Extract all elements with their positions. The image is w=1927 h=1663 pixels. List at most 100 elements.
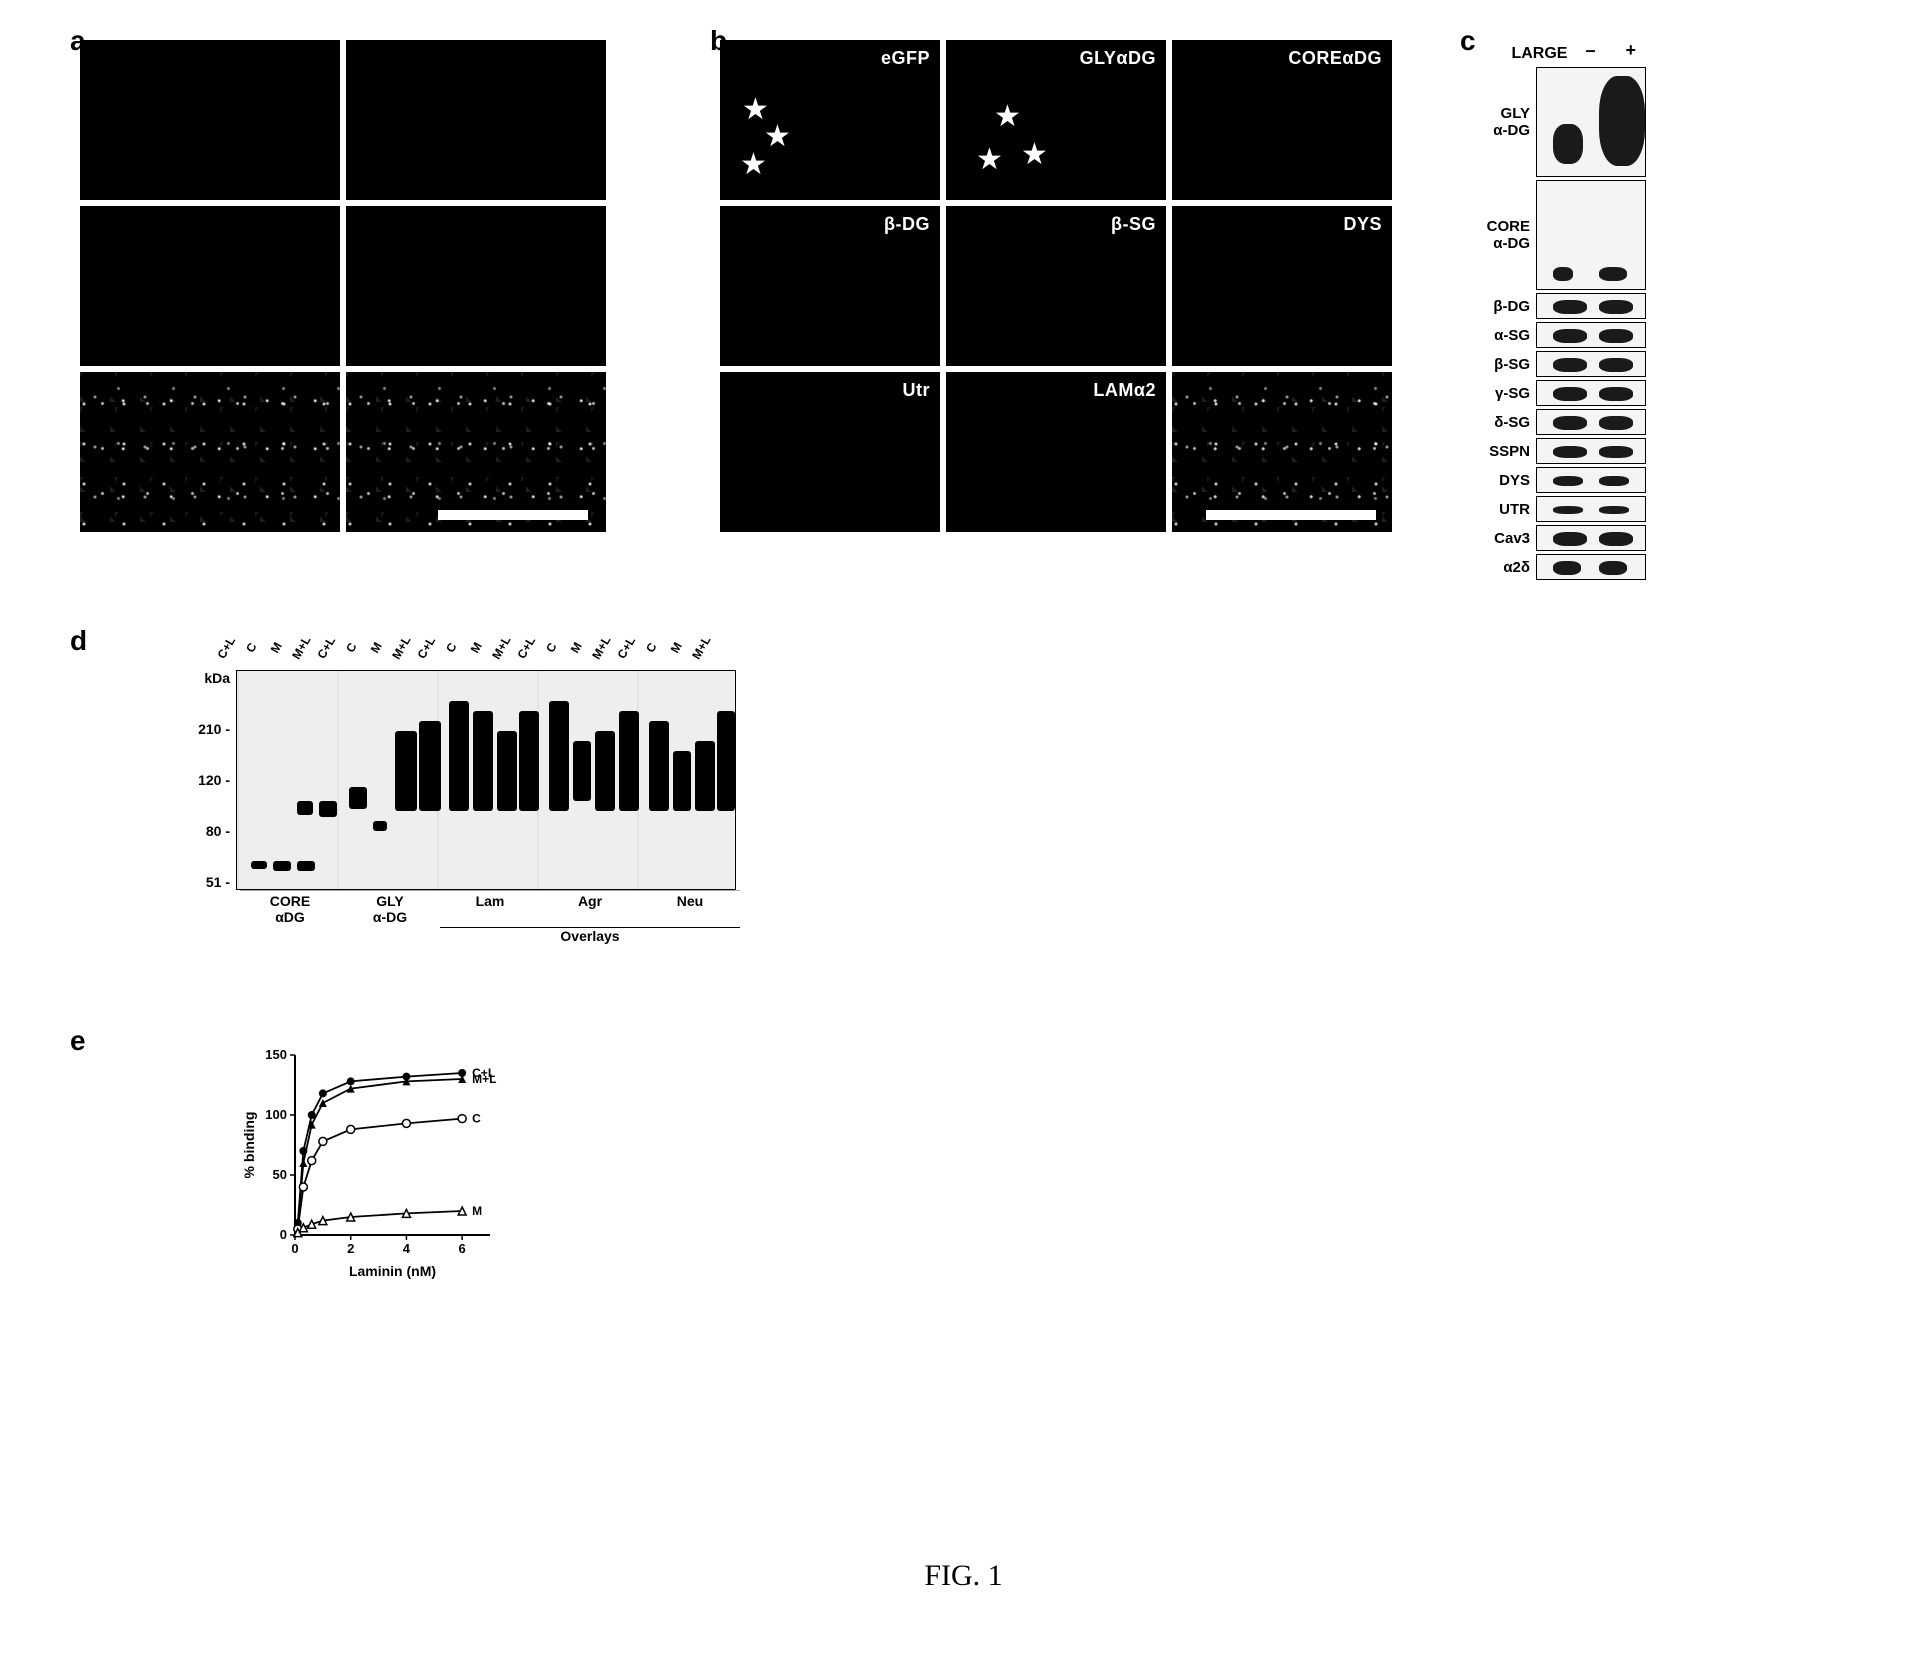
kda-tick: 210 - <box>180 721 230 737</box>
gel-group-label: GLY α-DG <box>340 890 440 927</box>
gel-band <box>251 861 267 869</box>
panel-a-cell <box>346 206 606 366</box>
panel-c: c LARGE – + GLY α-DGCORE α-DGβ-DGα-SGβ-S… <box>1470 30 1646 580</box>
blot-row: UTR <box>1470 496 1646 522</box>
gel-band <box>395 731 417 811</box>
blot-row-label: α2δ <box>1470 559 1530 576</box>
blot-row: GLY α-DG <box>1470 67 1646 177</box>
blot-box <box>1536 496 1646 522</box>
gel-band <box>273 861 291 871</box>
blot-band <box>1553 329 1587 343</box>
blot-box <box>1536 67 1646 177</box>
cell-label: LAMα2 <box>1093 380 1156 401</box>
blot-band <box>1599 532 1633 546</box>
col-minus: – <box>1585 40 1595 61</box>
panel-a-cell <box>80 372 340 532</box>
panel-b-cell: β-DG <box>720 206 940 366</box>
panel-d: d C+LCMM+LC+LCMM+LC+LCMM+LC+LCMM+LC+LCMM… <box>80 630 740 944</box>
kda-tick: 80 - <box>180 823 230 839</box>
panel-b-cell: eGFP★★★ <box>720 40 940 200</box>
blot-box <box>1536 467 1646 493</box>
gel-band <box>573 741 591 801</box>
panel-b-cell <box>1172 372 1392 532</box>
blot-row: δ-SG <box>1470 409 1646 435</box>
blot-band <box>1553 267 1573 281</box>
blot-band <box>1553 416 1587 430</box>
panel-b-cell: COREαDG <box>1172 40 1392 200</box>
panel-b: b eGFP★★★GLYαDG★★★COREαDGβ-DGβ-SGDYSUtrL… <box>720 30 1392 532</box>
blot-band <box>1553 506 1583 514</box>
svg-text:6: 6 <box>459 1241 466 1256</box>
blot-row: α2δ <box>1470 554 1646 580</box>
blot-band <box>1553 300 1587 314</box>
svg-text:M: M <box>472 1204 482 1218</box>
gel-group-label: Agr <box>540 890 640 927</box>
star-icon: ★ <box>976 145 1003 175</box>
cell-label: DYS <box>1343 214 1382 235</box>
kda-label: kDa <box>180 670 230 686</box>
blot-row: γ-SG <box>1470 380 1646 406</box>
star-icon: ★ <box>764 122 791 152</box>
cell-label: COREαDG <box>1288 48 1382 69</box>
scale-bar <box>438 510 588 520</box>
overlays-label: Overlays <box>440 927 740 944</box>
panel-c-body: LARGE – + GLY α-DGCORE α-DGβ-DGα-SGβ-SGγ… <box>1470 40 1646 580</box>
panel-a-cell <box>346 40 606 200</box>
blot-box <box>1536 351 1646 377</box>
gel-group-label: Neu <box>640 890 740 927</box>
gel-band <box>297 861 315 871</box>
kda-tick: 51 - <box>180 874 230 890</box>
blot-row: β-SG <box>1470 351 1646 377</box>
blot-row-label: SSPN <box>1470 443 1530 460</box>
blot-band <box>1553 387 1587 401</box>
blot-band <box>1553 124 1583 164</box>
blot-band <box>1599 561 1627 575</box>
panel-c-header-cols: – + <box>1575 40 1646 63</box>
panel-b-cell: β-SG <box>946 206 1166 366</box>
star-icon: ★ <box>1021 140 1048 170</box>
blot-band <box>1599 300 1633 314</box>
cell-label: eGFP <box>881 48 930 69</box>
figure-caption: FIG. 1 <box>924 1559 1002 1593</box>
blot-row-label: γ-SG <box>1470 385 1530 402</box>
svg-text:100: 100 <box>265 1107 287 1122</box>
panel-a-cell <box>80 40 340 200</box>
gel-band <box>673 751 691 811</box>
panel-a-cell <box>80 206 340 366</box>
panel-a: a <box>80 30 606 532</box>
blot-band <box>1599 387 1633 401</box>
blot-box <box>1536 180 1646 290</box>
blot-band <box>1553 561 1581 575</box>
panel-d-label: d <box>70 625 87 657</box>
blot-box <box>1536 322 1646 348</box>
gel-band <box>319 801 337 817</box>
blot-band <box>1599 267 1627 281</box>
kda-col: kDa 210 - 120 - 80 - 51 - <box>180 670 236 890</box>
panel-b-cell: LAMα2 <box>946 372 1166 532</box>
blot-row-label: β-SG <box>1470 356 1530 373</box>
panel-e: e 0501001500246Laminin (nM)% bindingC+LM… <box>80 1030 540 1285</box>
panel-a-cell <box>346 372 606 532</box>
blot-row-label: CORE α-DG <box>1470 218 1530 252</box>
panel-b-cell: DYS <box>1172 206 1392 366</box>
blot-band <box>1599 76 1645 166</box>
gel-band <box>549 701 569 811</box>
blot-band <box>1599 358 1633 372</box>
panel-e-chart: 0501001500246Laminin (nM)% bindingC+LM+L… <box>240 1040 540 1285</box>
blot-band <box>1553 358 1587 372</box>
gel-band <box>519 711 539 811</box>
blot-band <box>1599 476 1629 486</box>
svg-text:0: 0 <box>291 1241 298 1256</box>
blot-band <box>1599 329 1633 343</box>
panel-c-header-title: LARGE <box>1511 45 1567 63</box>
chart-svg: 0501001500246Laminin (nM)% bindingC+LM+L… <box>240 1040 540 1280</box>
blot-band <box>1599 416 1633 430</box>
gel-band <box>717 711 735 811</box>
svg-text:0: 0 <box>280 1227 287 1242</box>
gel-band <box>497 731 517 811</box>
gel-band <box>419 721 441 811</box>
svg-text:150: 150 <box>265 1047 287 1062</box>
svg-text:M+L: M+L <box>472 1072 496 1086</box>
blot-row: CORE α-DG <box>1470 180 1646 290</box>
gel-band <box>349 787 367 809</box>
